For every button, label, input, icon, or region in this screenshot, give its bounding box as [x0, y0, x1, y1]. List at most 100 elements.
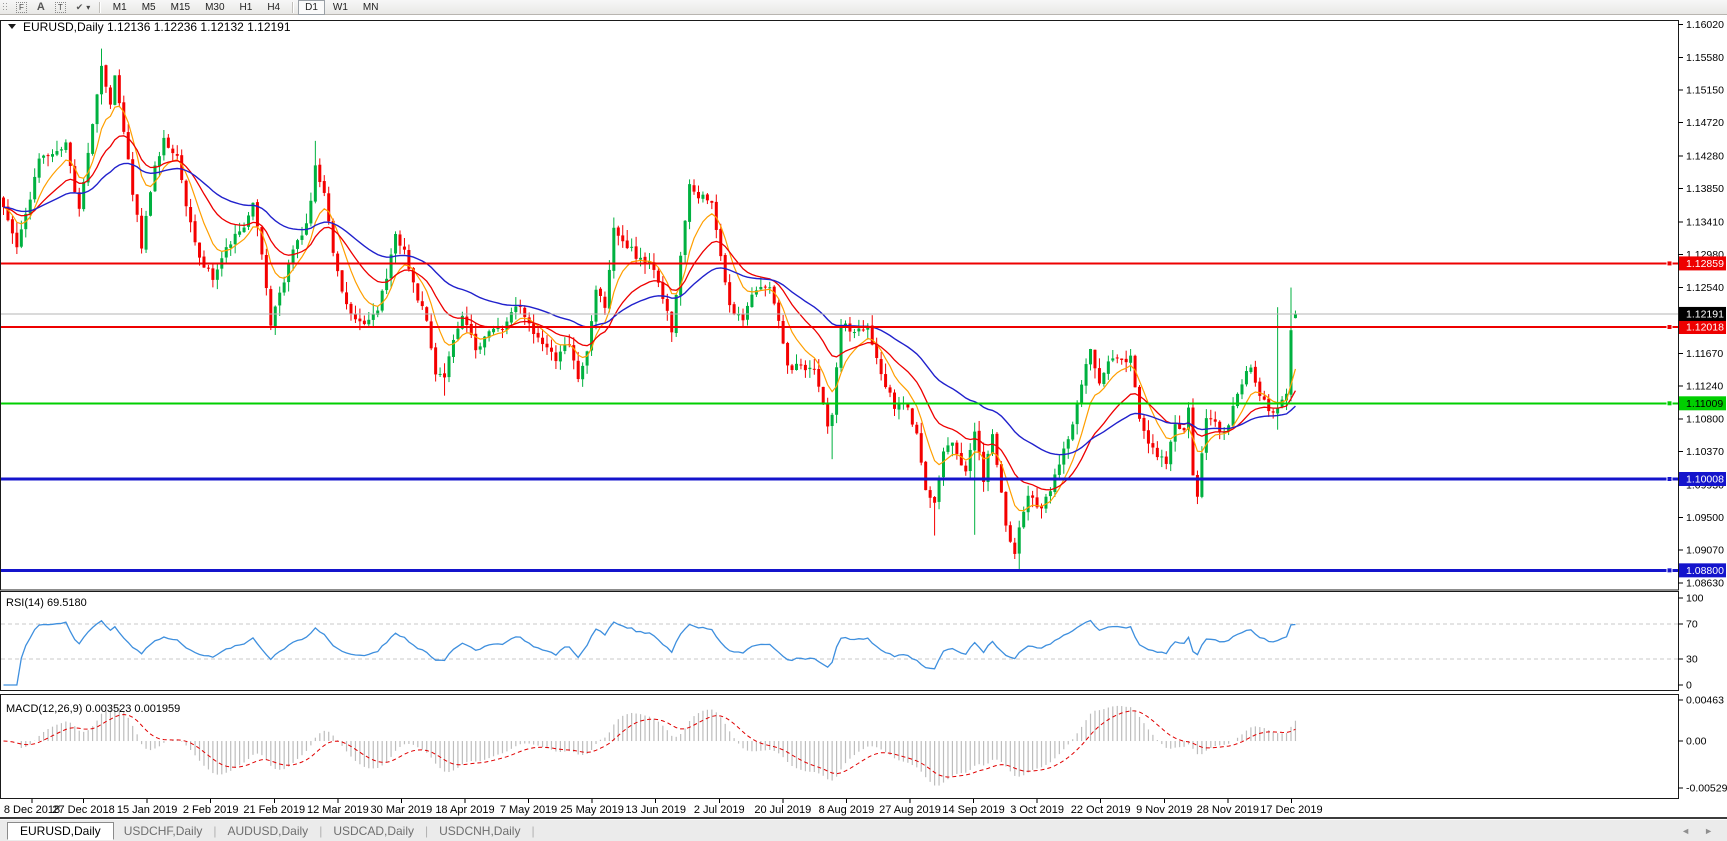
candle [1200, 446, 1204, 499]
tab-separator: | [213, 823, 217, 838]
candle [1097, 358, 1101, 386]
toolbar-grip[interactable] [2, 2, 7, 12]
candle [117, 69, 121, 108]
candle [371, 303, 375, 327]
horizontal-levels [1, 260, 1678, 574]
candle [273, 305, 277, 335]
candle [1066, 436, 1070, 459]
arrows-tool-button[interactable]: ✔ ▾ [71, 1, 96, 14]
date-axis-label: 30 Mar 2019 [371, 804, 433, 816]
text-tool-button[interactable]: T [50, 1, 71, 14]
timeframe-button-m1[interactable]: M1 [112, 1, 127, 13]
medium-ma-line [3, 135, 1297, 491]
tab-usdchf-daily[interactable]: USDCHF,Daily [123, 823, 203, 838]
candle [443, 363, 447, 396]
candle [1084, 358, 1088, 394]
candle [812, 359, 816, 375]
candle [1071, 421, 1075, 442]
hline-handle[interactable] [1666, 260, 1673, 267]
candle [1129, 348, 1133, 372]
macd-panel[interactable] [0, 694, 1679, 799]
hline-handle[interactable] [1666, 400, 1673, 407]
chart-menu-triangle-icon[interactable] [8, 24, 16, 29]
candle [291, 245, 295, 271]
candle [296, 238, 300, 259]
timeframe-button-m30[interactable]: M30 [205, 1, 225, 13]
candle [407, 244, 411, 272]
candle [549, 339, 553, 361]
timeframe-button-h1[interactable]: H1 [239, 1, 253, 13]
candle [1155, 441, 1159, 461]
hline-handle[interactable] [1666, 324, 1673, 331]
candle [2, 196, 5, 215]
price-axis-label: 1.10800 [1686, 414, 1724, 426]
fibonacci-icon: F [16, 1, 27, 13]
candle [269, 285, 273, 331]
tab-audusd-daily[interactable]: AUDUSD,Daily [227, 823, 309, 838]
candle [786, 341, 790, 374]
timeframe-button-h4[interactable]: H4 [267, 1, 281, 13]
candle [509, 307, 513, 326]
candle [242, 222, 246, 233]
candle [928, 486, 932, 508]
slow-ma-line [3, 162, 1296, 456]
timeframe-button-d1[interactable]: D1 [297, 0, 326, 15]
tab-scroll-right-icon[interactable]: ► [1704, 825, 1713, 836]
candle [830, 412, 834, 460]
candle [10, 215, 14, 244]
hline-handle[interactable] [1666, 567, 1673, 574]
candle [995, 431, 999, 468]
tab-eurusd-daily[interactable]: EURUSD,Daily [7, 821, 114, 840]
candle [692, 179, 696, 195]
price-axis-label: 1.09500 [1686, 512, 1724, 524]
candle [924, 460, 928, 491]
candle [625, 229, 629, 250]
candle [447, 351, 451, 383]
candle [331, 218, 335, 257]
candle [803, 360, 807, 378]
price-axis-label: 1.11240 [1686, 380, 1723, 392]
candlestick-series [2, 48, 1297, 572]
tab-usdcad-daily[interactable]: USDCAD,Daily [333, 823, 414, 838]
hline-handle[interactable] [1666, 475, 1673, 482]
candle [385, 268, 389, 295]
price-axis-label: 1.09070 [1686, 544, 1724, 556]
text-label-tool-button[interactable]: A [32, 1, 50, 14]
candle [1075, 400, 1079, 435]
candle [732, 301, 736, 316]
candle [603, 291, 607, 315]
tab-usdcnh-daily[interactable]: USDCNH,Daily [439, 823, 521, 838]
price-tag [1679, 396, 1726, 411]
date-axis-label: 3 Oct 2019 [1010, 804, 1064, 816]
candle [1102, 372, 1106, 387]
timeframe-button-mn[interactable]: MN [362, 1, 379, 13]
fibonacci-tool-button[interactable]: F [11, 1, 32, 14]
price-axis[interactable]: 1.16020 1.15580 1.15150 1.14720 1.14280 1.138… [1678, 19, 1724, 590]
price-tag-label: 1.12859 [1686, 258, 1724, 270]
price-axis-label: 1.15580 [1686, 52, 1724, 64]
candle [37, 153, 41, 183]
candle [126, 124, 130, 160]
timeframe-button-m5[interactable]: M5 [141, 1, 156, 13]
candle [51, 149, 55, 163]
candle [541, 328, 545, 352]
candle [1209, 409, 1213, 426]
tab-scroll-left-icon[interactable]: ◄ [1681, 825, 1691, 836]
date-axis-label: 2 Jul 2019 [694, 804, 745, 816]
candle [968, 443, 972, 478]
price-axis-label: 1.13850 [1686, 183, 1724, 195]
candle [1244, 365, 1248, 387]
main-chart-panel[interactable] [0, 20, 1679, 591]
candle [933, 496, 937, 536]
date-axis-label: 13 Jun 2019 [625, 804, 686, 816]
candle [950, 442, 954, 457]
fast-ma-line [3, 105, 1297, 512]
candle [683, 220, 687, 263]
candle [982, 442, 986, 492]
candle [255, 199, 259, 237]
timeframe-button-m15[interactable]: M15 [170, 1, 191, 13]
candle [1017, 520, 1021, 572]
timeframe-button-w1[interactable]: W1 [332, 1, 348, 13]
